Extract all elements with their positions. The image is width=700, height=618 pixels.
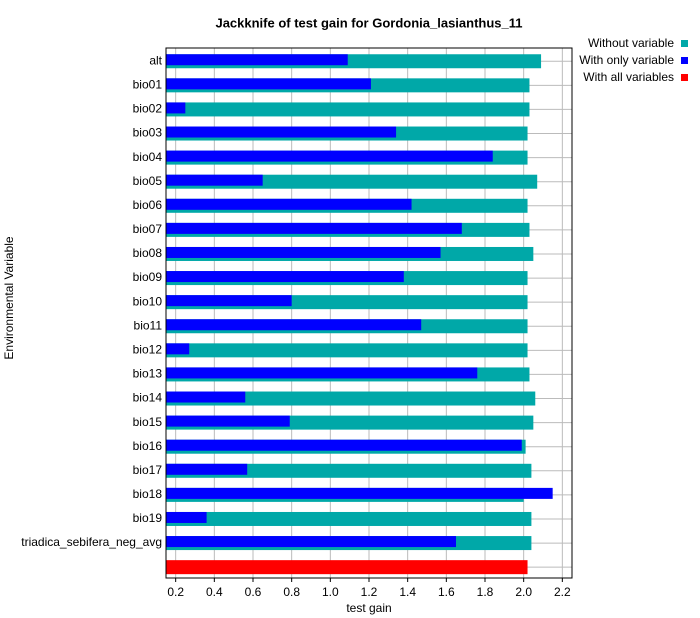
legend-label: Without variable (588, 36, 674, 50)
y-tick-label: bio17 (133, 463, 163, 477)
bar (166, 295, 292, 307)
x-tick-label: 0.2 (167, 585, 184, 599)
x-tick-label: 1.8 (477, 585, 494, 599)
bar (166, 439, 522, 451)
bar (166, 343, 528, 358)
y-tick-label: bio13 (133, 367, 163, 381)
bar (166, 246, 441, 258)
bar (166, 487, 553, 499)
bar (166, 102, 186, 114)
bar (166, 271, 404, 283)
bar (166, 511, 207, 523)
bar (166, 415, 290, 427)
y-tick-label: triadica_sebifera_neg_avg (21, 535, 162, 549)
bar (166, 511, 532, 526)
plot-border (165, 47, 573, 579)
bar (166, 463, 532, 478)
bar (166, 536, 456, 548)
y-tick-label: bio19 (133, 511, 163, 525)
bar (166, 54, 348, 66)
bar (166, 463, 248, 475)
bar (166, 319, 422, 331)
x-tick-label: 0.8 (283, 585, 300, 599)
x-tick-label: 2.0 (515, 585, 532, 599)
y-tick-label: bio14 (133, 391, 163, 405)
y-tick-label: bio07 (133, 222, 163, 236)
bar (166, 391, 246, 403)
legend-swatch (681, 74, 688, 81)
x-tick-label: 0.6 (245, 585, 262, 599)
y-tick-label: alt (149, 53, 162, 67)
y-tick-label: bio11 (134, 318, 163, 332)
bar (166, 102, 530, 117)
x-tick-label: 1.0 (322, 585, 339, 599)
y-tick-label: bio18 (133, 487, 163, 501)
y-tick-label: bio05 (133, 174, 163, 188)
bar (166, 367, 478, 379)
bar (166, 174, 263, 186)
chart-title: Jackknife of test gain for Gordonia_lasi… (215, 15, 522, 30)
x-axis-label: test gain (346, 601, 391, 615)
y-tick-label: bio12 (133, 343, 163, 357)
bar (166, 126, 397, 138)
y-tick-label: bio01 (133, 78, 163, 92)
bar (166, 560, 528, 575)
legend-swatch (681, 57, 688, 64)
x-tick-label: 1.6 (438, 585, 455, 599)
bar (166, 78, 371, 90)
bar (166, 222, 462, 234)
y-axis-label: Environmental Variable (2, 236, 16, 360)
y-tick-label: bio02 (133, 102, 163, 116)
bar (166, 391, 536, 406)
x-tick-label: 1.4 (399, 585, 416, 599)
legend-swatch (681, 40, 688, 47)
y-tick-label: bio03 (133, 126, 163, 140)
bar (166, 198, 412, 210)
x-tick-label: 0.4 (206, 585, 223, 599)
bar (166, 343, 190, 355)
y-tick-label: bio10 (133, 294, 163, 308)
x-tick-label: 1.2 (361, 585, 378, 599)
y-tick-label: bio08 (133, 246, 163, 260)
y-tick-label: bio15 (133, 415, 163, 429)
x-tick-label: 2.2 (554, 585, 571, 599)
y-tick-label: bio16 (133, 439, 163, 453)
bar (166, 150, 493, 162)
y-tick-label: bio09 (133, 270, 163, 284)
legend-label: With all variables (583, 70, 674, 84)
y-tick-label: bio06 (133, 198, 163, 212)
y-tick-label: bio04 (133, 150, 163, 164)
legend-label: With only variable (579, 53, 674, 67)
